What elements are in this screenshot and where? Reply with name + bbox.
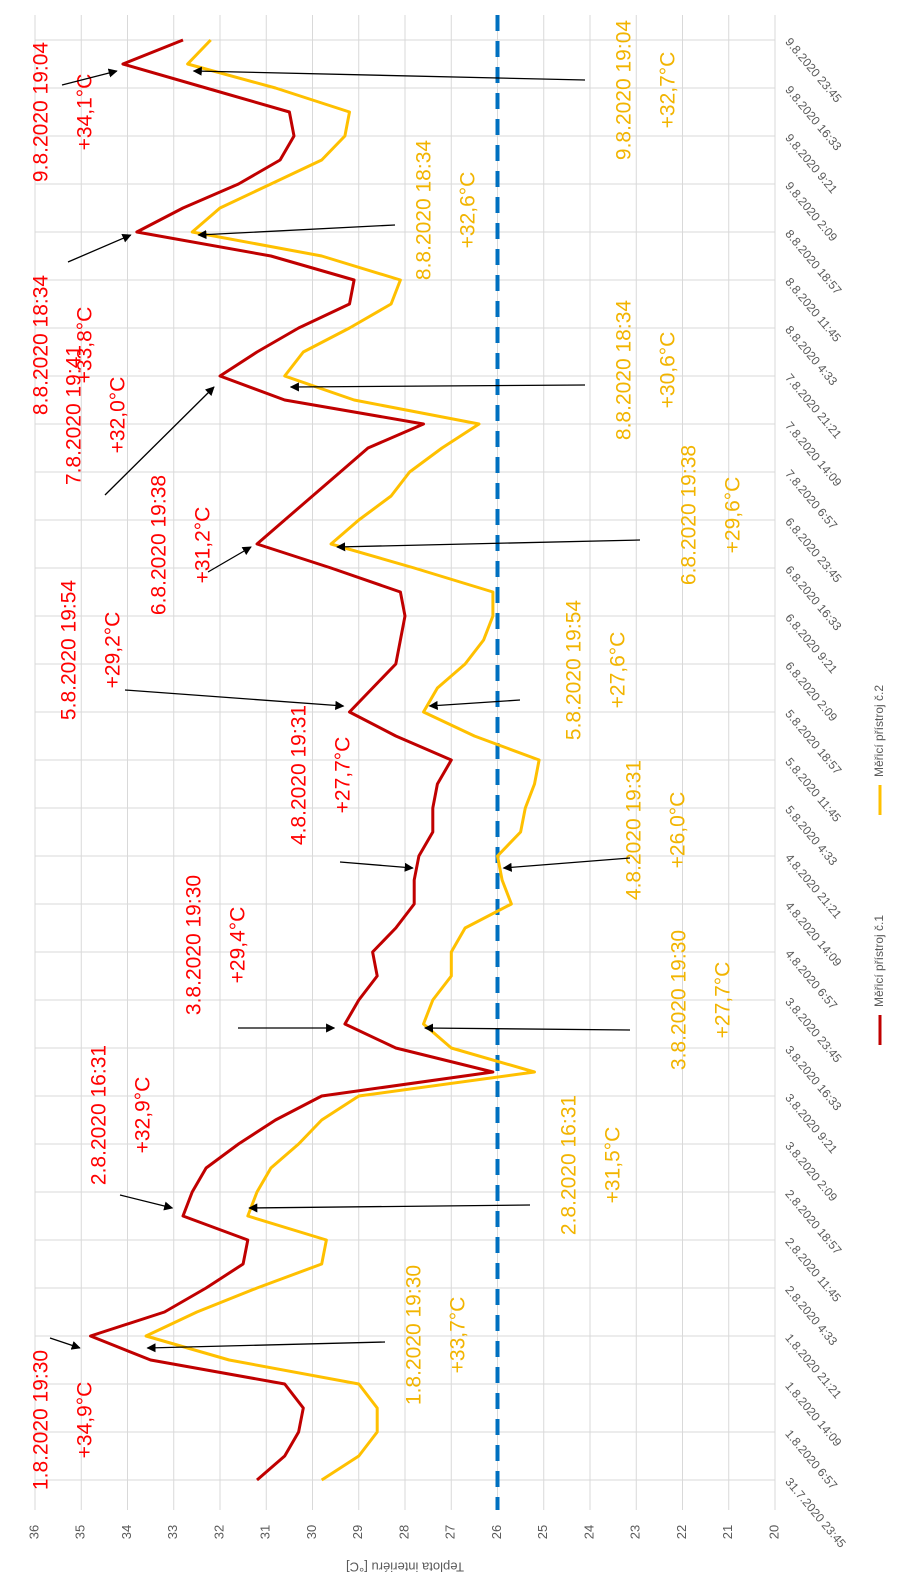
annotation-arrow [197,224,396,240]
annotation-arrow [423,1023,631,1033]
annotation-value: +32,9°C [132,1077,155,1154]
annotation-value: +31,5°C [602,1127,625,1204]
annotation-value: +32,6°C [457,172,480,249]
y-tick-label: 29 [350,1525,365,1539]
y-tick-label: 24 [581,1525,596,1539]
annotation-value: +26,0°C [667,792,690,869]
annotation-label: 8.8.2020 18:34 [613,300,636,440]
annotation-value: +27,7°C [332,737,355,814]
annotation-arrow [428,699,521,710]
annotation-label: 2.8.2020 16:31 [88,1045,111,1185]
annotation-value: +33,7°C [447,1297,470,1374]
annotation-label: 6.8.2020 19:38 [678,445,701,585]
annotation-arrow [289,382,586,392]
annotation-value: +27,6°C [607,632,630,709]
y-tick-label: 27 [443,1525,458,1539]
y-tick-label: 22 [674,1525,689,1539]
annotation-arrow [124,689,345,710]
annotation-arrow [192,66,586,81]
annotation-value: +34,1°C [74,74,97,151]
y-tick-label: 25 [535,1525,550,1539]
annotation-arrow [248,1203,531,1213]
annotation-label: 5.8.2020 19:54 [58,580,81,720]
annotation-label: 6.8.2020 19:38 [148,475,171,615]
series-line [89,38,495,1482]
annotation-label: 4.8.2020 19:31 [288,705,311,845]
annotation-label: 3.8.2020 19:30 [668,930,691,1070]
y-tick-label: 30 [304,1525,319,1539]
annotation-arrow [502,857,631,872]
annotation-label: 5.8.2020 19:54 [563,600,586,740]
series-line [144,38,541,1482]
annotation-label: 9.8.2020 19:04 [613,20,636,160]
y-tick-label: 28 [396,1525,411,1539]
annotation-arrow [339,861,414,872]
y-tick-label: 26 [489,1525,504,1539]
annotation-value: +32,7°C [657,52,680,129]
annotation-label: 8.8.2020 18:34 [30,275,53,415]
annotation-value: +31,2°C [192,507,215,584]
legend-label: Měřicí přístroj č.1 [872,915,886,1007]
y-tick-label: 31 [258,1525,273,1539]
y-tick-label: 33 [165,1525,180,1539]
annotation-label: 3.8.2020 19:30 [183,875,206,1015]
annotation-value: +32,0°C [107,377,130,454]
annotation-label: 8.8.2020 18:34 [413,140,436,280]
annotation-arrow [49,1337,81,1350]
annotation-value: +27,7°C [712,962,735,1039]
y-axis-title: Teplota interiéru [°C] [346,1560,464,1575]
annotation-arrow [104,386,215,496]
annotation-label: 4.8.2020 19:31 [623,760,646,900]
y-tick-label: 36 [26,1525,41,1539]
y-tick-label: 20 [766,1525,781,1539]
annotation-arrow [67,234,132,263]
annotation-label: 1.8.2020 19:30 [30,1350,53,1490]
annotation-label: 2.8.2020 16:31 [558,1095,581,1235]
legend-label: Měřicí přístroj č.2 [872,685,886,777]
annotation-value: +33,8°C [74,307,97,384]
y-tick-label: 35 [73,1525,88,1539]
annotation-value: +30,6°C [657,332,680,409]
annotation-label: 9.8.2020 19:04 [30,42,53,182]
annotation-arrow [61,68,118,86]
annotation-value: +34,9°C [74,1382,97,1459]
annotation-arrow [119,1194,174,1211]
annotation-arrow [146,1341,386,1353]
annotation-label: 7.8.2020 19:41 [63,345,86,485]
x-tick-label: 31.7.2020 23:45 [782,1475,849,1551]
annotation-value: +29,2°C [102,612,125,689]
annotation-arrow [336,539,641,552]
y-tick-label: 34 [119,1525,134,1539]
y-tick-label: 21 [720,1525,735,1539]
y-tick-label: 32 [211,1525,226,1539]
annotation-label: 1.8.2020 19:30 [403,1265,426,1405]
annotation-arrow [207,546,252,573]
annotation-value: +29,4°C [227,907,250,984]
y-tick-label: 23 [628,1525,643,1539]
annotation-value: +29,6°C [722,477,745,554]
